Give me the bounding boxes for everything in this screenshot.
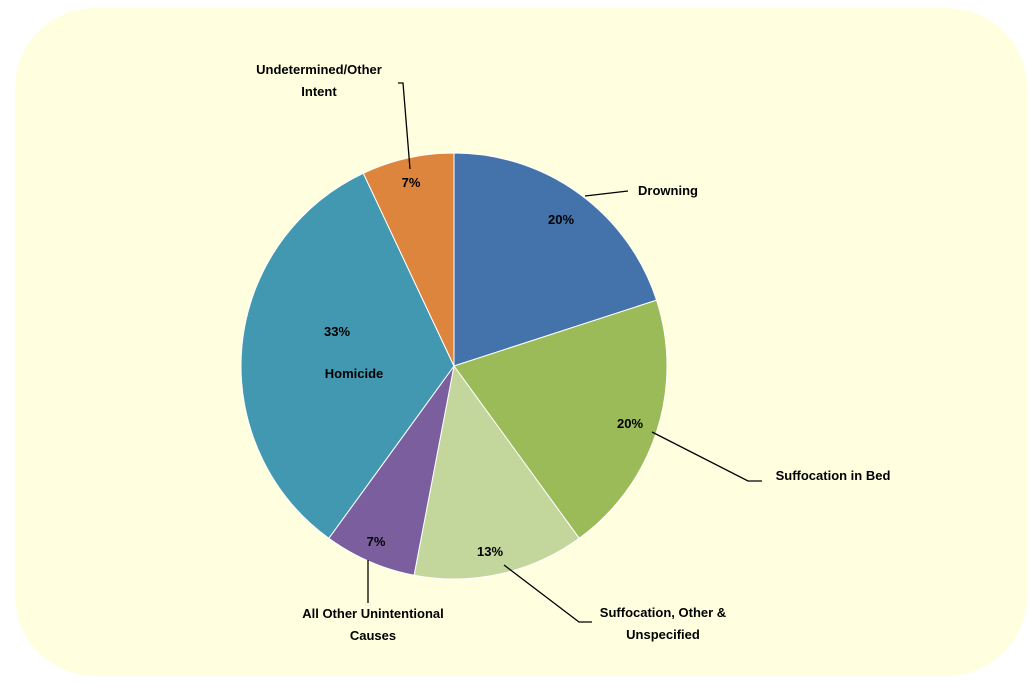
data-label-percent: 13% [477, 544, 503, 559]
data-label-category: Suffocation in Bed [776, 468, 891, 483]
leader-line [503, 564, 592, 623]
data-label-percent: 20% [617, 416, 643, 431]
data-label-category: Undetermined/Other Intent [256, 62, 382, 99]
data-label-category: All Other Unintentional Causes [302, 606, 444, 643]
pie-slice-undetermined-other-intent [362, 152, 455, 367]
data-label-percent: 7% [402, 175, 421, 190]
data-label-category: Drowning [638, 183, 698, 198]
leader-line [398, 82, 411, 170]
data-label-category: Suffocation, Other & Unspecified [600, 605, 726, 642]
pie-slice-drowning [453, 152, 658, 367]
pie-slice-homicide [240, 172, 455, 540]
data-label-percent: 7% [367, 534, 386, 549]
pie-slice-suffocation-other-unspecified [413, 364, 580, 580]
data-label-percent: 20% [548, 212, 574, 227]
pie-slice-suffocation-in-bed [453, 299, 668, 540]
data-label-percent: 33% [324, 324, 350, 339]
leader-line [651, 431, 762, 482]
leader-line [584, 190, 629, 197]
data-label-category: Homicide [325, 366, 384, 381]
